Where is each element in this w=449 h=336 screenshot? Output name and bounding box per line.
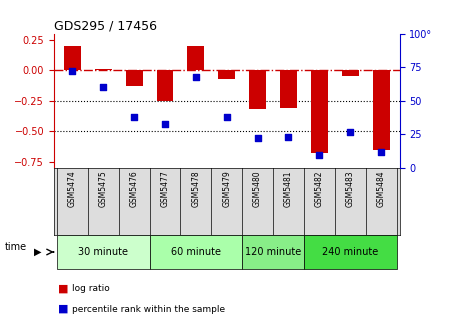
Text: GSM5476: GSM5476 — [130, 170, 139, 207]
Text: log ratio: log ratio — [72, 285, 110, 293]
Text: percentile rank within the sample: percentile rank within the sample — [72, 305, 225, 313]
Text: GSM5481: GSM5481 — [284, 170, 293, 207]
Point — [254, 136, 261, 141]
Text: GSM5480: GSM5480 — [253, 170, 262, 207]
Point — [162, 121, 169, 126]
Text: 30 minute: 30 minute — [78, 247, 128, 257]
Text: GDS295 / 17456: GDS295 / 17456 — [54, 19, 157, 33]
Point — [69, 69, 76, 74]
Text: GSM5478: GSM5478 — [191, 170, 200, 207]
Text: ▶: ▶ — [35, 247, 42, 257]
Text: time: time — [4, 242, 26, 252]
Text: GSM5479: GSM5479 — [222, 170, 231, 207]
Bar — [280, 70, 297, 108]
Point — [223, 114, 230, 120]
Bar — [64, 46, 81, 70]
Text: 120 minute: 120 minute — [245, 247, 301, 257]
Text: GSM5484: GSM5484 — [377, 170, 386, 207]
Point — [347, 129, 354, 134]
Text: GSM5474: GSM5474 — [68, 170, 77, 207]
Bar — [373, 70, 390, 150]
Bar — [304, 235, 396, 269]
Bar — [218, 70, 235, 79]
Bar — [249, 70, 266, 109]
Text: GSM5475: GSM5475 — [99, 170, 108, 207]
Text: 60 minute: 60 minute — [171, 247, 221, 257]
Bar — [157, 70, 173, 101]
Point — [131, 114, 138, 120]
Bar — [126, 70, 143, 86]
Bar — [150, 235, 242, 269]
Point — [192, 74, 199, 79]
Text: GSM5477: GSM5477 — [160, 170, 170, 207]
Bar — [95, 69, 112, 70]
Point — [378, 149, 385, 155]
Point — [316, 152, 323, 157]
Text: ■: ■ — [58, 284, 69, 294]
Point — [285, 134, 292, 140]
Text: GSM5483: GSM5483 — [346, 170, 355, 207]
Text: 240 minute: 240 minute — [322, 247, 379, 257]
Bar — [187, 46, 204, 70]
Text: GSM5482: GSM5482 — [315, 170, 324, 207]
Text: ■: ■ — [58, 304, 69, 314]
Point — [100, 85, 107, 90]
Bar — [57, 235, 150, 269]
Bar — [242, 235, 304, 269]
Bar — [311, 70, 328, 153]
Bar — [342, 70, 359, 76]
